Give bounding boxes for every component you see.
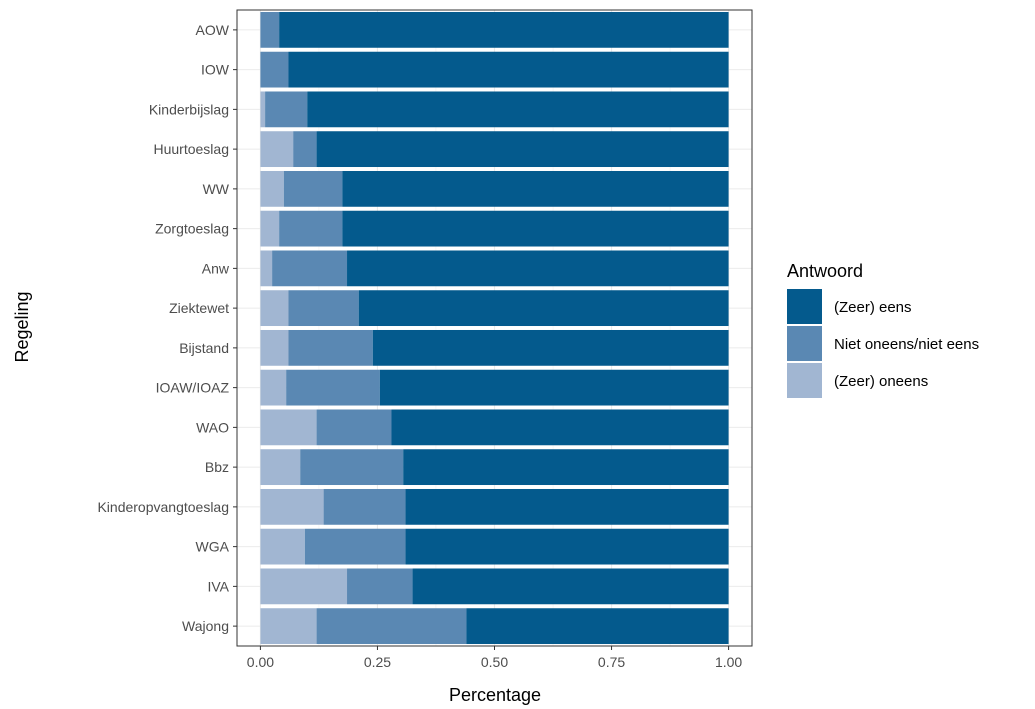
- x-axis: 0.00 0.25 0.50 0.75 1.00: [247, 646, 742, 670]
- bar-segment: [403, 449, 729, 486]
- legend-label: Niet oneens/niet eens: [834, 336, 979, 353]
- bar-segment: [307, 91, 729, 128]
- bar-segment: [260, 170, 284, 207]
- y-tick-label: IVA: [207, 578, 229, 594]
- legend: Antwoord (Zeer) eens Niet oneens/niet een…: [787, 261, 979, 398]
- bar-segment: [260, 488, 324, 525]
- x-tick-label: 0.75: [598, 654, 625, 670]
- y-tick-label: Wajong: [182, 618, 229, 634]
- bar-segment: [405, 528, 729, 565]
- bar-segment: [372, 329, 729, 366]
- y-axis: AOW IOW Kinderbijslag Huurtoeslag WW Zorgtoes…: [97, 22, 237, 634]
- bar-segment: [304, 528, 406, 565]
- bar-segment: [260, 409, 317, 446]
- y-tick-label: WGA: [196, 539, 230, 555]
- legend-swatch: [787, 363, 822, 398]
- y-tick-label: Anw: [202, 260, 230, 276]
- bar-segment: [316, 131, 729, 168]
- legend-title: Antwoord: [787, 261, 863, 281]
- y-tick-label: Zorgtoeslag: [155, 221, 229, 237]
- bar-segment: [347, 568, 413, 605]
- bar-segment: [293, 131, 317, 168]
- bar-segment: [260, 329, 289, 366]
- y-tick-label: AOW: [196, 22, 230, 38]
- bar-segment: [260, 449, 301, 486]
- bar-segment: [260, 528, 305, 565]
- x-tick-label: 1.00: [715, 654, 742, 670]
- y-tick-label: Huurtoeslag: [154, 141, 230, 157]
- legend-label: (Zeer) eens: [834, 299, 912, 316]
- legend-swatch: [787, 289, 822, 324]
- bar-segment: [288, 329, 373, 366]
- bar-segment: [260, 568, 348, 605]
- y-tick-label: Bbz: [205, 459, 229, 475]
- bar-segment: [288, 290, 359, 327]
- bar-segment: [300, 449, 404, 486]
- x-axis-title: Percentage: [449, 685, 541, 705]
- y-axis-title: Regeling: [12, 291, 32, 362]
- y-tick-label: Bijstand: [179, 340, 229, 356]
- bar-segment: [288, 51, 729, 88]
- legend-label: (Zeer) oneens: [834, 373, 928, 390]
- bar-segment: [347, 250, 729, 287]
- bar-segment: [342, 210, 729, 247]
- y-tick-label: Ziektewet: [169, 300, 229, 316]
- bar-segment: [260, 91, 266, 128]
- bar-segment: [279, 210, 343, 247]
- bar-segment: [283, 170, 343, 207]
- bar-segment: [260, 369, 287, 406]
- bar-segment: [405, 488, 729, 525]
- bar-segment: [265, 91, 308, 128]
- bar-segment: [260, 51, 289, 88]
- y-tick-label: Kinderopvangtoeslag: [97, 499, 229, 515]
- bar-segment: [260, 608, 317, 645]
- bar-segment: [316, 608, 467, 645]
- bar-segment: [412, 568, 729, 605]
- y-tick-label: WAO: [196, 419, 229, 435]
- bar-segment: [466, 608, 729, 645]
- bar-segment: [260, 131, 294, 168]
- bar-segment: [279, 11, 729, 48]
- bar-segment: [260, 250, 273, 287]
- bar-segment: [260, 290, 289, 327]
- y-tick-label: IOAW/IOAZ: [156, 380, 230, 396]
- legend-swatch: [787, 326, 822, 361]
- bar-segment: [286, 369, 380, 406]
- bar-segment: [342, 170, 729, 207]
- bar-segment: [323, 488, 406, 525]
- bar-segment: [272, 250, 348, 287]
- y-tick-label: IOW: [201, 62, 230, 78]
- bar-segment: [391, 409, 729, 446]
- y-tick-label: WW: [203, 181, 230, 197]
- bar-segment: [358, 290, 729, 327]
- x-tick-label: 0.00: [247, 654, 274, 670]
- bars: [260, 11, 729, 645]
- y-tick-label: Kinderbijslag: [149, 101, 229, 117]
- bar-segment: [260, 11, 280, 48]
- x-tick-label: 0.50: [481, 654, 508, 670]
- bar-segment: [260, 210, 280, 247]
- bar-segment: [379, 369, 729, 406]
- x-tick-label: 0.25: [364, 654, 391, 670]
- bar-segment: [316, 409, 392, 446]
